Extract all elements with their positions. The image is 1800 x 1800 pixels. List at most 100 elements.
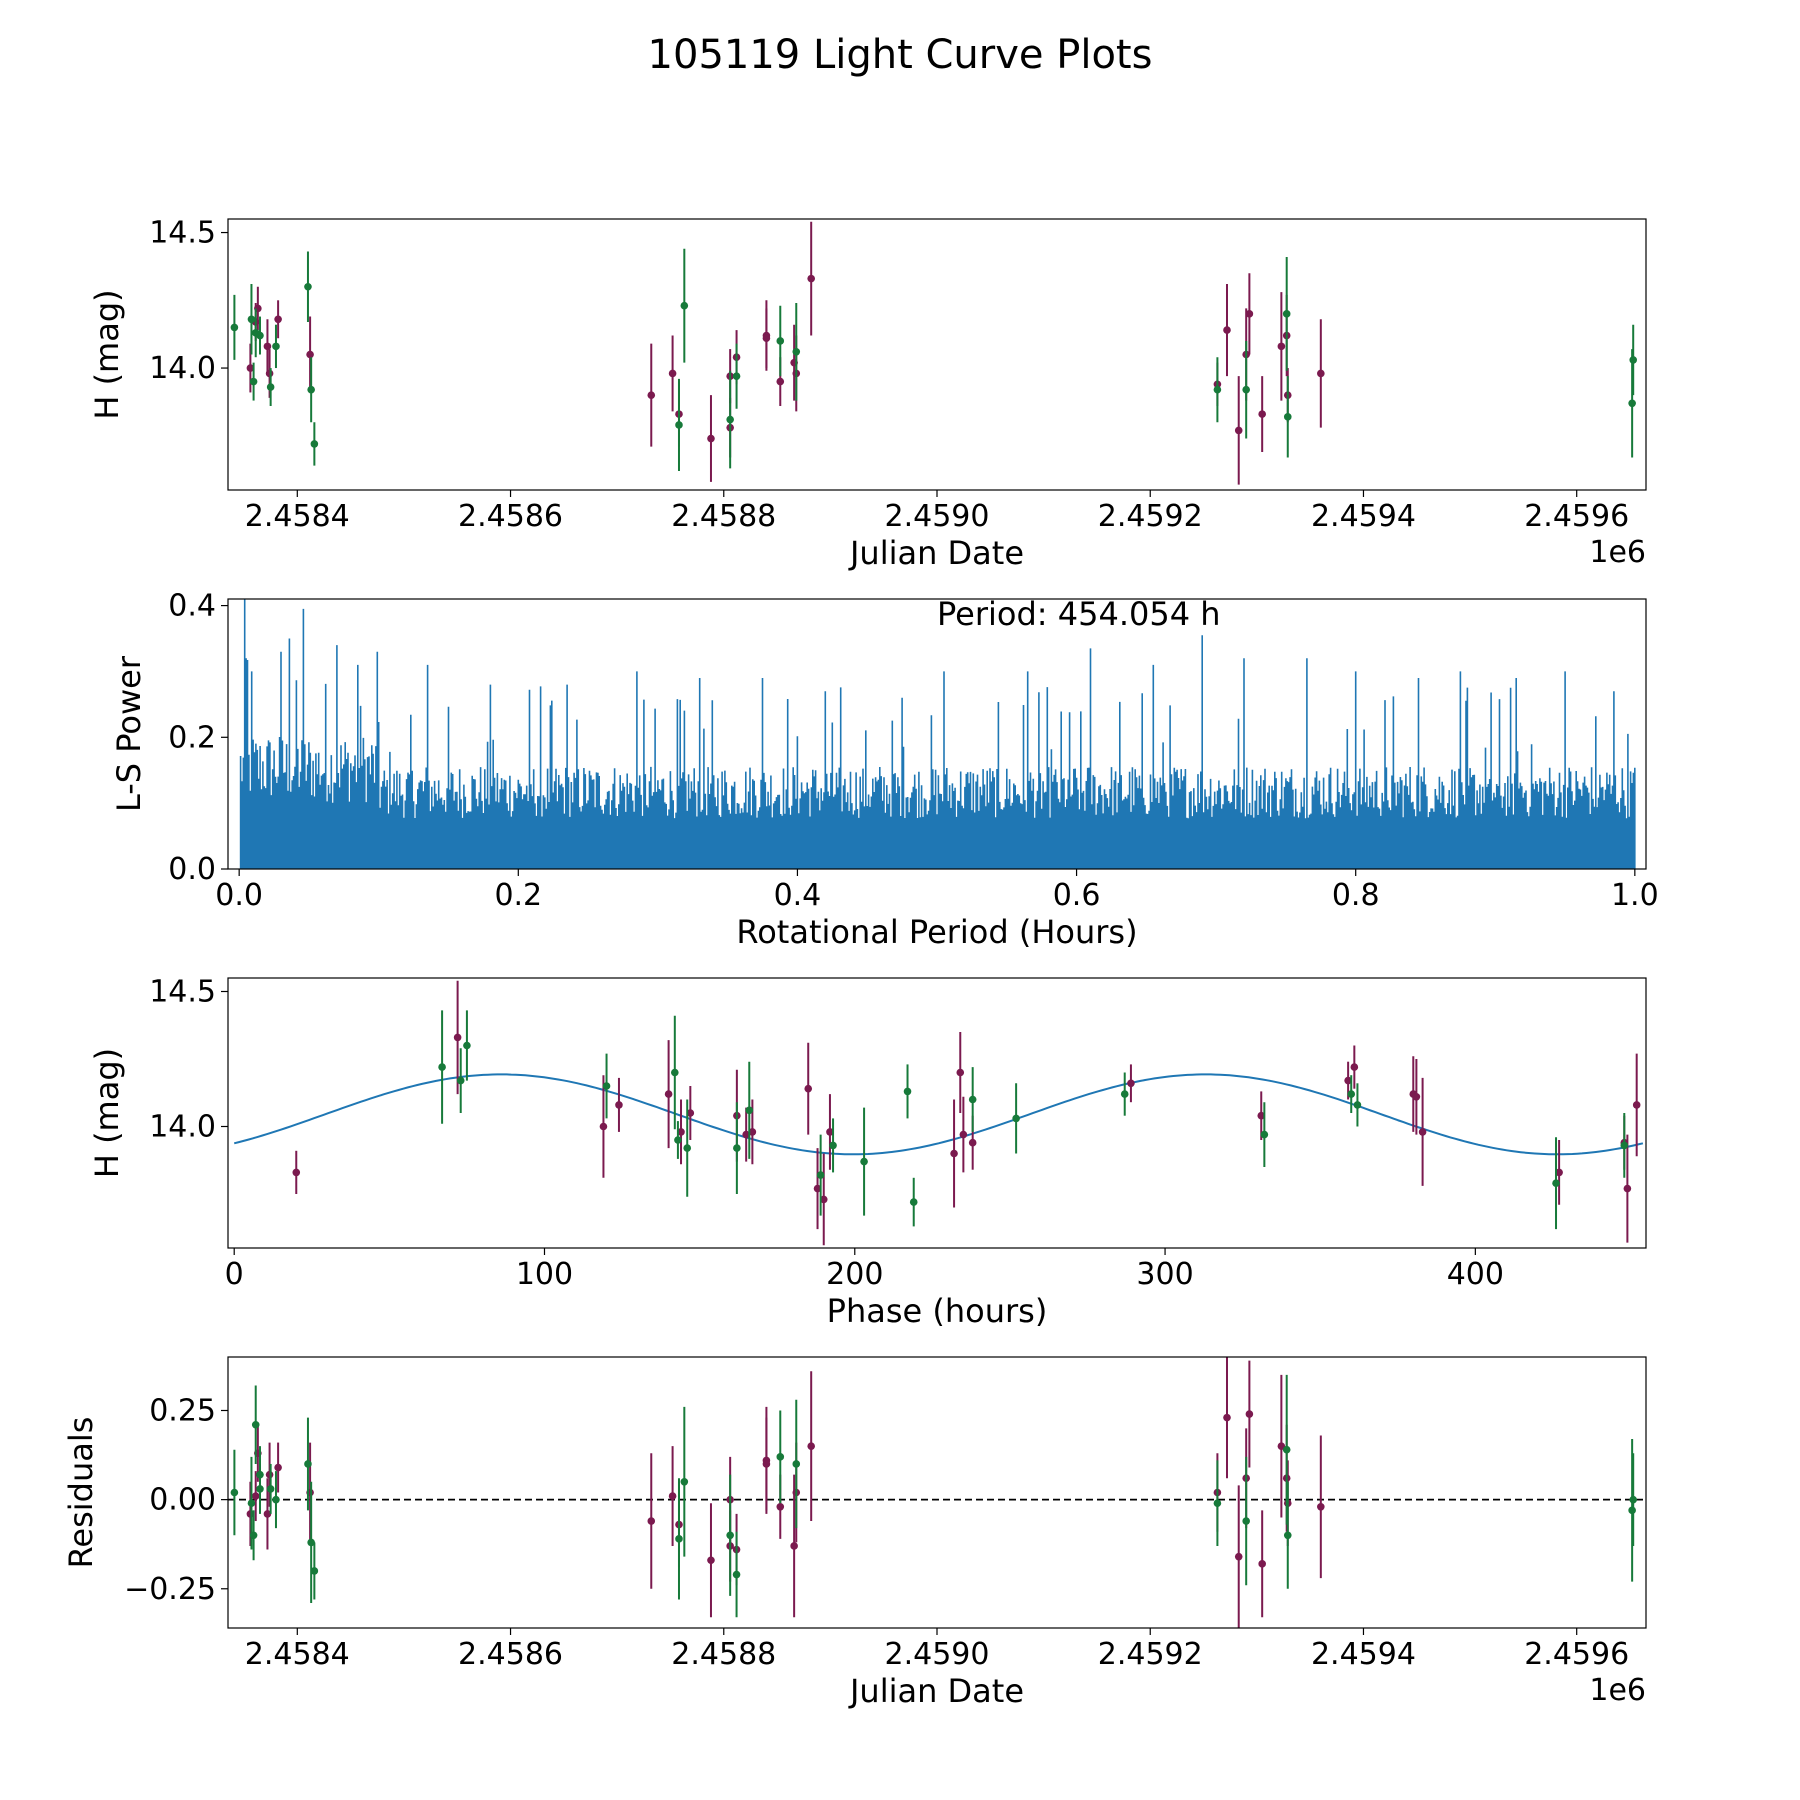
lightcurve-point-b — [247, 284, 256, 355]
phased-point-a — [599, 1075, 608, 1178]
residuals-marker — [675, 1535, 683, 1543]
residuals-ytick-label: −0.25 — [124, 1572, 216, 1607]
phased-point-a — [1418, 1077, 1427, 1186]
phased-frame — [227, 977, 1647, 1249]
phased-point-b — [674, 1121, 682, 1159]
phased-point-b — [1552, 1137, 1560, 1230]
lightcurve-marker — [1282, 310, 1291, 318]
phased-marker — [686, 1109, 695, 1117]
residuals-xtick-label: 2.4586 — [458, 1637, 563, 1672]
periodogram-xtick-label: 0.8 — [1332, 878, 1380, 913]
lightcurve-point-b — [732, 343, 741, 409]
lightcurve-marker — [647, 391, 656, 399]
lightcurve-marker — [1213, 385, 1222, 394]
lightcurve-marker — [792, 347, 801, 356]
periodogram-xlabel: Rotational Period (Hours) — [736, 913, 1137, 951]
residuals-marker — [310, 1567, 319, 1575]
residuals-point-b — [307, 1481, 315, 1604]
lightcurve-marker — [307, 385, 315, 394]
phased-marker — [1012, 1114, 1020, 1123]
lightcurve-marker — [1234, 426, 1243, 435]
phased-point-b — [671, 1015, 679, 1130]
lightcurve-point-b — [230, 294, 239, 360]
residuals-point-b — [251, 1385, 260, 1464]
lightcurve-point-a — [1234, 376, 1243, 485]
periodogram-ytick-label: 0.4 — [168, 589, 216, 624]
lightcurve-point-b — [776, 305, 785, 377]
residuals-point-b — [304, 1417, 312, 1511]
phased-marker — [1418, 1128, 1427, 1136]
residuals-marker — [776, 1502, 785, 1511]
lightcurve-point-b — [726, 370, 734, 469]
lightcurve-point-b — [272, 324, 280, 369]
lightcurve-point-b — [307, 357, 315, 423]
phased-marker — [664, 1090, 673, 1098]
residuals-point-b — [272, 1471, 280, 1529]
phased-ylabel: H (mag) — [88, 1048, 126, 1178]
residuals-marker — [732, 1570, 741, 1579]
residuals-marker — [647, 1517, 656, 1525]
lightcurve-marker — [256, 331, 264, 340]
residuals-point-b — [230, 1449, 239, 1536]
phased-xtick-label: 200 — [826, 1257, 883, 1292]
residuals-marker — [1223, 1413, 1231, 1422]
phased-point-a — [1257, 1091, 1266, 1140]
periodogram-ytick-label: 0.0 — [168, 852, 216, 887]
residuals-point-a — [1258, 1510, 1266, 1618]
lightcurve-marker — [726, 415, 734, 424]
residuals-marker — [304, 1460, 312, 1468]
residuals-marker — [307, 1538, 315, 1547]
lightcurve-marker — [707, 434, 715, 443]
periodogram-xtick-label: 0.4 — [774, 878, 822, 913]
phased-marker — [909, 1198, 918, 1206]
phased-marker — [615, 1101, 623, 1109]
lightcurve-point-a — [1223, 284, 1231, 377]
lightcurve-point-a — [246, 343, 255, 393]
phased-xtick-label: 0 — [225, 1257, 244, 1292]
residuals-point-b — [249, 1510, 258, 1561]
phased-point-a — [826, 1094, 834, 1170]
phased-panel: 0 100 200 300 400 14.0 14.5 Phase (hours) H (mag… — [88, 975, 1647, 1330]
lightcurve-marker — [1223, 326, 1231, 334]
periodogram-plot-area — [239, 599, 1636, 869]
phased-point-a — [1350, 1045, 1359, 1089]
phased-marker — [829, 1141, 837, 1150]
phased-point-b — [903, 1064, 912, 1119]
lightcurve-point-b — [1628, 349, 1636, 458]
phased-marker — [860, 1157, 868, 1166]
phased-point-b — [968, 1067, 977, 1132]
residuals-marker — [668, 1492, 677, 1500]
residuals-marker — [776, 1453, 785, 1461]
lightcurve-xtick-label: 2.4584 — [245, 499, 350, 534]
phased-point-b — [745, 1061, 754, 1159]
phased-marker — [1353, 1101, 1362, 1109]
lightcurve-point-b — [304, 251, 312, 322]
residuals-marker — [249, 1531, 258, 1540]
lightcurve-point-a — [1317, 319, 1325, 428]
lightcurve-xlabel: Julian Date — [848, 534, 1024, 572]
residuals-marker — [274, 1463, 282, 1472]
phased-point-a — [1412, 1059, 1421, 1135]
lightcurve-marker — [310, 440, 319, 448]
phased-marker — [1412, 1093, 1421, 1101]
residuals-marker — [1629, 1495, 1638, 1504]
phased-marker — [950, 1149, 958, 1158]
periodogram-xtick-label: 0.2 — [494, 878, 542, 913]
residuals-point-b — [1213, 1460, 1222, 1546]
periodogram-period-label: Period: 454.054 h — [937, 595, 1221, 633]
phased-point-b — [816, 1134, 825, 1216]
phased-point-b — [463, 1010, 471, 1081]
phased-point-a — [292, 1150, 301, 1194]
residuals-point-b — [732, 1531, 741, 1618]
lightcurve-frame — [227, 218, 1647, 491]
phased-xlabel: Phase (hours) — [827, 1292, 1048, 1330]
residuals-plot-area — [228, 1357, 1646, 1628]
lightcurve-xtick-label: 2.4586 — [458, 499, 563, 534]
residuals-marker — [762, 1460, 771, 1468]
residuals-point-a — [668, 1446, 677, 1546]
lightcurve-point-b — [1213, 357, 1222, 423]
periodogram-panel: Period: 454.054 h 0.0 0.2 0.4 0.6 0.8 1.0 0.0 0.… — [110, 589, 1659, 951]
phased-point-a — [959, 1096, 968, 1173]
lightcurve-marker — [265, 369, 274, 378]
phased-point-b — [733, 1102, 741, 1194]
